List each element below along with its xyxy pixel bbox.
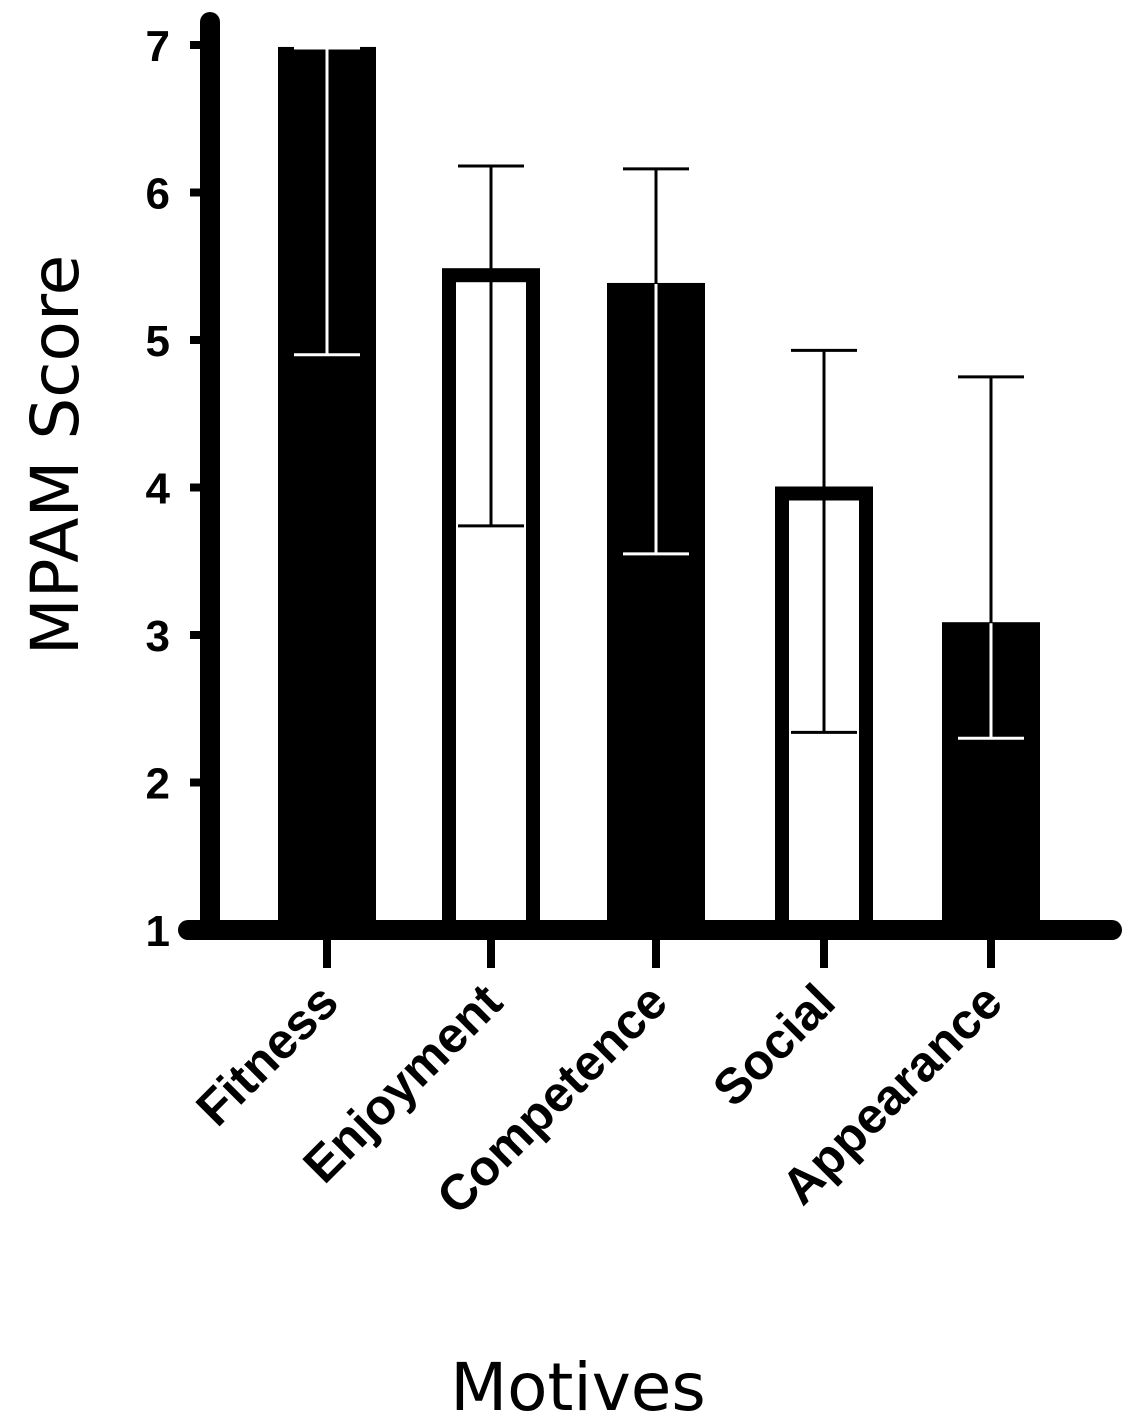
y-tick-label-2: 2 [146, 760, 170, 809]
y-tick-label-7: 7 [146, 22, 170, 71]
error-bar-fitness [294, 46, 360, 357]
y-axis-title: MPAM Score [17, 255, 94, 655]
y-tick-label-5: 5 [146, 317, 170, 366]
error-bar-appearance [958, 375, 1024, 740]
x-axis-title: Motives [450, 1349, 706, 1426]
x-tick-label-social: Social [702, 973, 846, 1117]
x-tick-label-fitness: Fitness [185, 973, 348, 1136]
y-tick-label-4: 4 [146, 465, 171, 514]
y-tick-label-3: 3 [146, 612, 170, 661]
error-bar-competence [623, 167, 689, 556]
y-tick-label-1: 1 [146, 907, 170, 956]
error-bar-social [791, 348, 857, 734]
bars-group [278, 46, 1040, 937]
error-bars-group [294, 46, 1024, 740]
y-ticks-group: 1 2 3 4 5 6 7 [146, 22, 210, 956]
error-bar-enjoyment [458, 164, 524, 528]
y-tick-label-6: 6 [146, 170, 170, 219]
